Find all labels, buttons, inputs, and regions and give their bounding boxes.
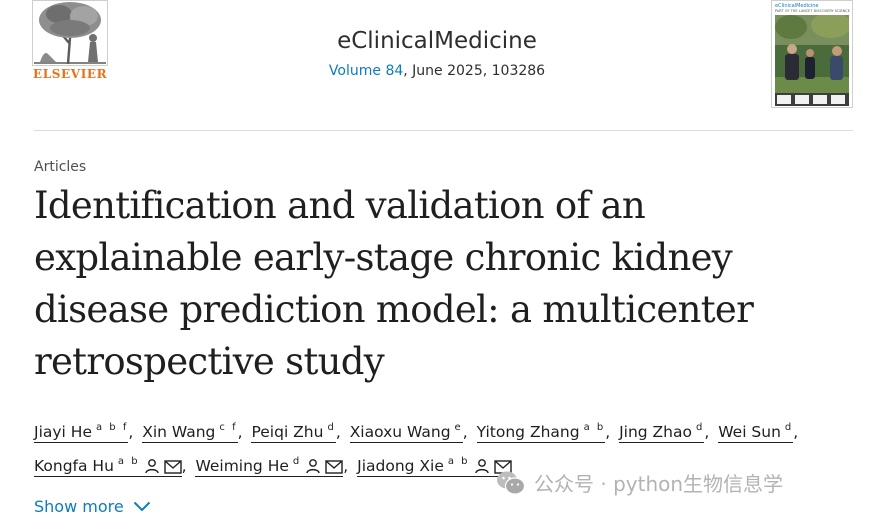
person-icon[interactable] [305,454,321,484]
email-icon[interactable] [163,454,182,484]
article-title: Identification and validation of an expl… [34,184,754,383]
author-affiliation[interactable]: e [454,422,463,433]
author-name[interactable]: Weiming He [195,457,289,475]
author-affiliation[interactable]: a b [117,456,140,467]
person-icon[interactable] [144,454,160,484]
journal-cover-thumbnail[interactable]: eClinicalMedicine PART OF THE LANCET DIS… [771,0,853,108]
author-name[interactable]: Wei Sun [718,423,781,441]
author-link[interactable]: Jiayi He a b f [34,422,129,443]
journal-header: eClinicalMedicine Volume 84, June 2025, … [0,28,874,79]
author-name[interactable]: Jiayi He [34,423,92,441]
show-more-button[interactable]: Show more [34,497,151,516]
author-name[interactable]: Kongfa Hu [34,457,114,475]
author-link[interactable]: Yitong Zhang a b [476,422,606,443]
author-link[interactable]: Jiadong Xie a b [357,456,512,477]
cover-subtitle: PART OF THE LANCET DISCOVERY SCIENCE [775,9,850,13]
author-item: Kongfa Hu a b [34,456,182,477]
article-type: Articles [34,159,87,175]
author-name[interactable]: Xin Wang [142,423,216,441]
email-icon[interactable] [325,454,343,484]
author-name[interactable]: Jiadong Xie [357,457,444,475]
author-item: Xiaoxu Wang e [349,422,463,443]
elsevier-wordmark: ELSEVIER [33,67,108,81]
chevron-down-icon [133,501,150,512]
author-affiliation[interactable]: a b [583,422,606,433]
author-name[interactable]: Peiqi Zhu [251,423,324,441]
cover-title: eClinicalMedicine [775,3,819,9]
watermark-text: 公众号 · python生物信息学 [534,472,784,496]
author-item: Wei Sun d [718,422,794,443]
elsevier-logo[interactable] [32,0,108,82]
cover-photo [775,15,849,93]
author-name[interactable]: Yitong Zhang [476,423,580,441]
author-item: Jiadong Xie a b [357,456,512,477]
show-more-label: Show more [34,497,124,516]
author-item: Weiming He d [195,456,344,477]
author-affiliation[interactable]: d [784,422,794,433]
author-link[interactable]: Xin Wang c f [142,422,238,443]
author-affiliation[interactable]: d [327,422,336,433]
author-item: Jiayi He a b f [34,422,129,443]
author-link[interactable]: Jing Zhao d [619,422,705,443]
author-item: Xin Wang c f [142,422,238,443]
author-affiliation[interactable]: a b f [95,422,129,433]
author-name[interactable]: Xiaoxu Wang [349,423,451,441]
author-link[interactable]: Wei Sun d [718,422,794,443]
author-list: Jiayi He a b f, Xin Wang c f, Peiqi Zhu d, … [34,413,864,484]
elsevier-tree-icon [32,0,108,66]
journal-title[interactable]: eClinicalMedicine [337,28,537,54]
cover-footer [775,93,849,106]
author-affiliation[interactable]: c f [219,422,238,433]
wechat-watermark: 公众号 · python生物信息学 [496,468,783,497]
author-item: Jing Zhao d [619,422,705,443]
wechat-icon [497,471,526,495]
author-link[interactable]: Peiqi Zhu d [251,422,336,443]
author-link[interactable]: Weiming He d [195,456,344,477]
header-divider [34,130,853,131]
author-affiliation[interactable]: d [292,456,302,467]
person-icon[interactable] [474,454,490,484]
author-link[interactable]: Kongfa Hu a b [34,456,182,477]
issue-info: Volume 84, June 2025, 103286 [0,63,874,79]
author-item: Peiqi Zhu d [251,422,336,443]
author-affiliation[interactable]: d [696,422,705,433]
issue-details: , June 2025, 103286 [403,63,546,79]
author-affiliation[interactable]: a b [447,456,470,467]
author-item: Yitong Zhang a b [476,422,606,443]
author-link[interactable]: Xiaoxu Wang e [349,422,463,443]
volume-link[interactable]: Volume 84 [328,63,404,79]
author-name[interactable]: Jing Zhao [619,423,692,441]
